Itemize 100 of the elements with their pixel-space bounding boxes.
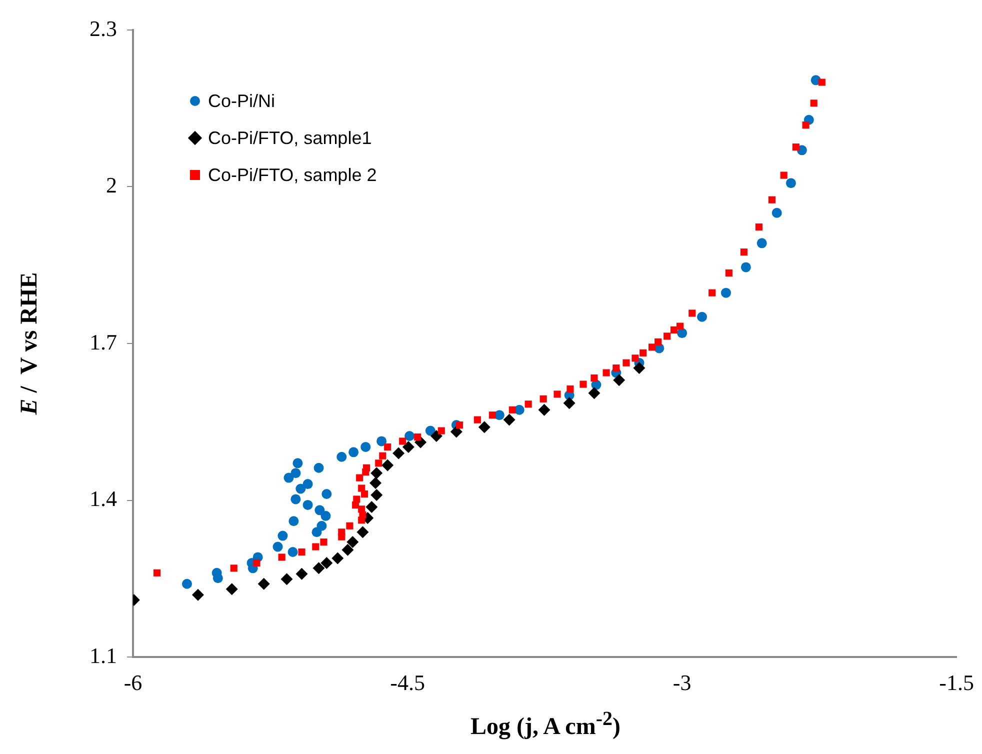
y-tick-label: 1.7 <box>90 329 117 354</box>
point <box>288 546 298 557</box>
point <box>298 548 306 556</box>
point <box>786 178 796 188</box>
point <box>654 338 662 346</box>
point <box>346 536 359 548</box>
point <box>632 354 639 362</box>
point <box>488 412 496 419</box>
point <box>708 289 716 296</box>
y-tick-label: 1.4 <box>90 486 117 512</box>
point <box>314 505 325 516</box>
point <box>725 269 732 276</box>
point <box>253 559 260 566</box>
point <box>474 416 481 424</box>
point <box>382 459 394 472</box>
point <box>272 542 283 552</box>
point <box>648 344 656 351</box>
point <box>588 387 600 400</box>
point <box>280 573 293 586</box>
point <box>370 489 383 502</box>
point <box>633 362 646 374</box>
legend-label: Co-Pi/FTO, sample1 <box>208 128 372 148</box>
x-tick-label: -3 <box>672 670 692 695</box>
point <box>278 530 288 541</box>
point <box>192 588 204 601</box>
point <box>392 447 405 460</box>
point <box>312 562 325 574</box>
point <box>290 468 301 478</box>
point <box>338 528 346 536</box>
point <box>772 208 782 218</box>
point <box>810 100 818 107</box>
point <box>524 400 532 408</box>
point <box>430 430 442 442</box>
point <box>404 430 415 441</box>
x-tick-label: -6 <box>124 670 142 695</box>
point <box>399 438 406 445</box>
point <box>622 359 630 366</box>
point <box>258 578 270 590</box>
point <box>602 369 610 376</box>
point <box>478 421 490 434</box>
point <box>450 426 462 438</box>
point <box>348 447 359 458</box>
point <box>360 442 371 452</box>
point <box>226 583 238 596</box>
point <box>320 538 328 546</box>
point <box>370 467 383 480</box>
y-axis-title: E / V vs RHE <box>16 271 44 417</box>
point <box>613 374 626 386</box>
point <box>153 569 161 576</box>
point <box>353 496 360 503</box>
legend-label: Co-Pi/Ni <box>208 90 276 112</box>
point <box>342 544 354 556</box>
point <box>438 427 445 434</box>
point <box>670 326 678 334</box>
point <box>375 460 382 467</box>
point <box>676 322 684 330</box>
point <box>278 554 286 561</box>
point <box>503 414 516 426</box>
point <box>358 506 366 513</box>
x-tick-label: -4.5 <box>390 670 425 695</box>
point <box>332 552 344 564</box>
point <box>402 440 414 453</box>
point <box>802 122 810 129</box>
point <box>182 578 192 589</box>
point <box>322 488 332 499</box>
point <box>384 443 392 450</box>
point <box>336 452 347 462</box>
point <box>366 501 378 514</box>
y-tick-label: 2 <box>106 172 117 198</box>
point <box>288 516 299 526</box>
point <box>756 238 767 248</box>
point <box>818 78 826 86</box>
point <box>316 520 327 531</box>
point <box>768 196 776 204</box>
point <box>563 397 576 410</box>
point <box>346 522 354 530</box>
point <box>230 564 238 572</box>
point <box>566 385 574 392</box>
point <box>314 462 324 473</box>
point <box>376 436 387 446</box>
point <box>740 262 751 272</box>
point <box>456 421 464 429</box>
point <box>755 223 762 231</box>
point <box>538 404 550 416</box>
point <box>284 472 294 483</box>
y-tick-label: 2.3 <box>90 16 117 41</box>
point <box>508 406 516 414</box>
point <box>612 364 620 372</box>
point <box>358 484 366 492</box>
point <box>292 458 303 468</box>
point <box>379 452 386 460</box>
point <box>554 390 561 398</box>
point <box>792 144 800 151</box>
point <box>296 568 308 580</box>
point <box>362 464 370 472</box>
point <box>356 474 364 482</box>
point <box>320 556 333 569</box>
x-axis-title: Log (j, A cm$^{-2}$) <box>470 708 622 741</box>
point <box>296 484 306 494</box>
point <box>740 248 748 256</box>
